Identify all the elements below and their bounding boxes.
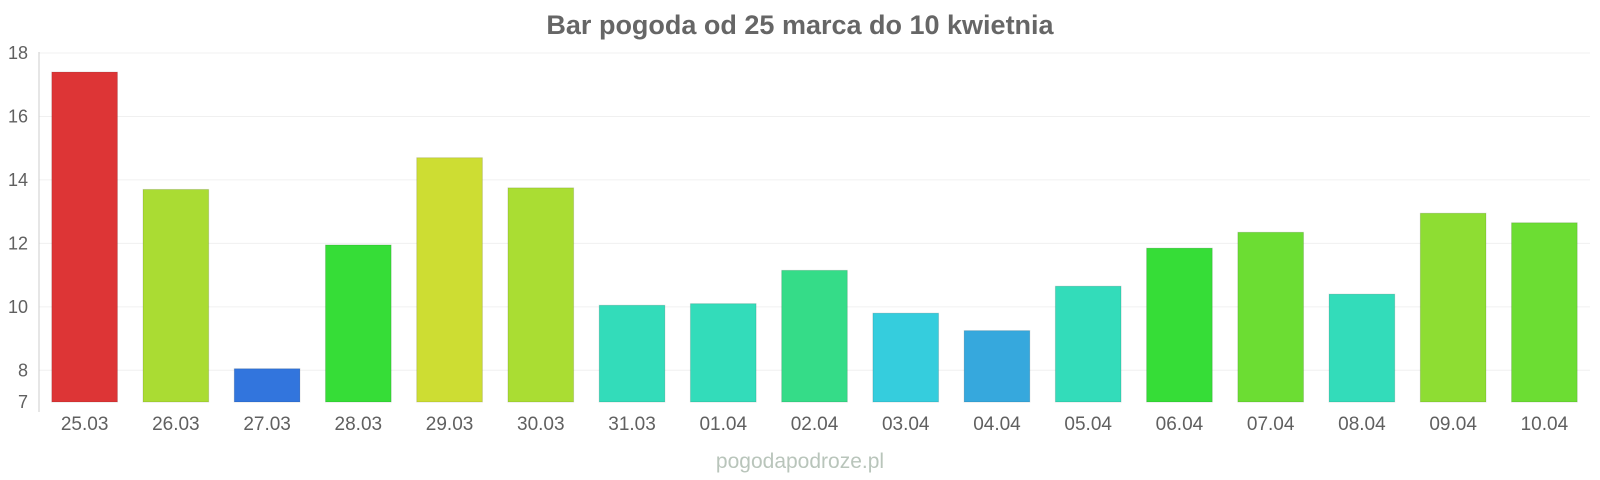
x-tick-label: 02.04	[791, 414, 839, 435]
bar-03.04	[872, 312, 940, 403]
x-tick-label: 26.03	[152, 414, 200, 435]
bar-27.03	[233, 368, 301, 403]
bar-07.04	[1237, 231, 1305, 403]
bar-09.04	[1419, 212, 1487, 403]
y-tick-label: 18	[8, 43, 28, 63]
x-tick-label: 31.03	[608, 414, 656, 435]
x-tick-label: 28.03	[335, 414, 383, 435]
x-axis-labels: 25.03 26.03 27.03 28.03 29.03 30.03 31.03 01.04…	[61, 414, 1569, 435]
y-axis-ticks: 7 8 10 12 14 16 18	[8, 43, 28, 412]
y-tick-label: 12	[8, 233, 28, 253]
watermark: pogodapodroze.pl	[715, 450, 885, 473]
x-tick-label: 07.04	[1247, 414, 1295, 435]
y-tick-label: 14	[8, 170, 28, 190]
y-tick-label: 10	[8, 297, 28, 317]
bar-06.04	[1146, 247, 1213, 403]
x-tick-label: 27.03	[243, 414, 291, 435]
x-tick-label: 10.04	[1521, 414, 1569, 435]
bar-25.03	[51, 71, 118, 403]
x-tick-label: 05.04	[1064, 414, 1112, 435]
bar-08.04	[1328, 293, 1396, 403]
bar-04.04	[963, 330, 1031, 403]
x-tick-label: 30.03	[517, 414, 565, 435]
chart-title: Bar pogoda od 25 marca do 10 kwietnia	[546, 10, 1054, 40]
x-tick-label: 09.04	[1429, 414, 1477, 435]
bar-01.04	[689, 303, 757, 403]
bar-28.03	[324, 244, 392, 403]
y-tick-label: 16	[8, 106, 28, 126]
x-tick-label: 04.04	[973, 414, 1021, 435]
bars	[51, 71, 1578, 403]
y-tick-label: 8	[18, 360, 28, 380]
x-tick-label: 29.03	[426, 414, 474, 435]
bar-10.04	[1511, 222, 1578, 403]
bar-30.03	[507, 187, 575, 403]
x-tick-label: 01.04	[699, 414, 747, 435]
x-tick-label: 25.03	[61, 414, 109, 435]
bar-29.03	[416, 157, 483, 403]
x-tick-label: 08.04	[1338, 414, 1386, 435]
x-tick-label: 06.04	[1156, 414, 1204, 435]
bar-31.03	[598, 304, 666, 403]
bar-05.04	[1054, 285, 1122, 403]
bar-26.03	[142, 188, 210, 403]
x-tick-label: 03.04	[882, 414, 930, 435]
bar-02.04	[781, 269, 848, 403]
y-tick-label: 7	[18, 392, 28, 412]
